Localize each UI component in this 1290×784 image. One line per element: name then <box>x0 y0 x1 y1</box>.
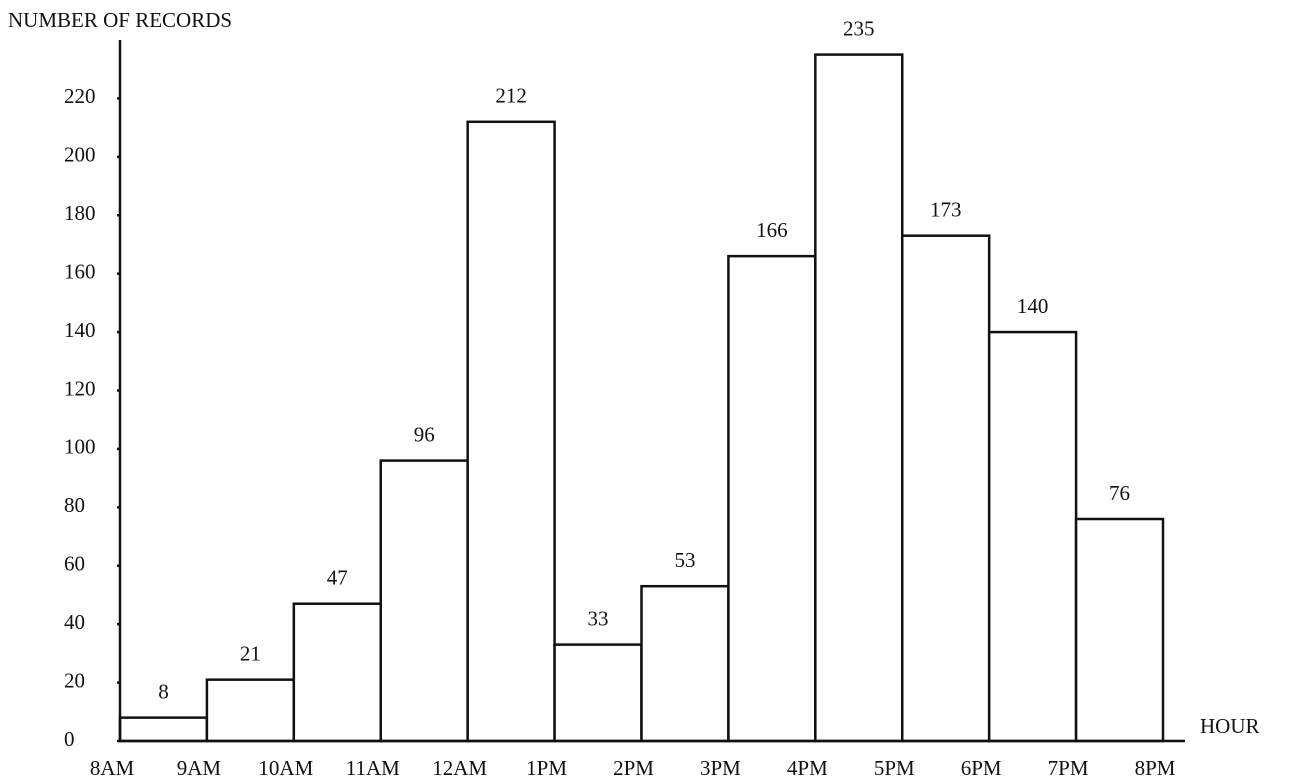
x-axis-label: HOUR <box>1200 714 1260 738</box>
x-tick-label: 1PM <box>526 756 567 780</box>
value-label: 235 <box>843 16 875 40</box>
value-label: 96 <box>414 422 435 446</box>
x-tick-label: 4PM <box>787 756 828 780</box>
y-tick-label: 100 <box>64 435 96 459</box>
y-tick-label: 20 <box>64 668 85 692</box>
x-tick-label: 3PM <box>700 756 741 780</box>
x-tick-label: 8PM <box>1135 756 1176 780</box>
bar <box>727 254 817 743</box>
x-tick-label: 9AM <box>177 756 222 780</box>
y-tick-label: 200 <box>64 143 96 167</box>
bar <box>987 330 1078 743</box>
bar <box>640 584 730 743</box>
y-tick-label: 140 <box>64 318 96 342</box>
y-axis-label: NUMBER OF RECORDS <box>8 8 232 32</box>
y-tick-label: 160 <box>64 259 96 283</box>
x-tick-label: 2PM <box>613 756 654 780</box>
y-tick-label: 0 <box>64 727 75 751</box>
value-label: 53 <box>674 548 695 572</box>
x-tick-label: 8AM <box>90 756 135 780</box>
bar <box>292 602 383 743</box>
bar <box>379 459 469 743</box>
bar <box>466 120 556 743</box>
bar <box>205 678 296 743</box>
value-label: 47 <box>327 566 348 590</box>
bar <box>118 716 209 743</box>
x-tick-label: 11AM <box>346 756 400 780</box>
value-label: 21 <box>240 641 261 665</box>
x-tick-label: 12AM <box>432 756 487 780</box>
value-label: 76 <box>1109 481 1130 505</box>
y-tick-label: 220 <box>64 84 96 108</box>
value-label: 140 <box>1017 294 1049 318</box>
bar <box>901 234 991 743</box>
bar <box>553 643 643 743</box>
value-label: 33 <box>588 606 609 630</box>
value-label: 173 <box>930 198 962 222</box>
value-label: 8 <box>158 679 169 703</box>
bar <box>1074 517 1165 743</box>
x-tick-label: 10AM <box>258 756 313 780</box>
y-tick-label: 60 <box>64 552 85 576</box>
x-tick-label: 7PM <box>1048 756 1089 780</box>
value-label: 166 <box>756 218 788 242</box>
y-tick-label: 180 <box>64 201 96 225</box>
bar <box>814 53 904 743</box>
y-tick-label: 80 <box>64 493 85 517</box>
x-tick-label: 6PM <box>961 756 1002 780</box>
x-tick-label: 5PM <box>874 756 915 780</box>
y-tick-label: 120 <box>64 376 96 400</box>
value-label: 212 <box>495 84 527 108</box>
y-tick-label: 40 <box>64 610 85 634</box>
